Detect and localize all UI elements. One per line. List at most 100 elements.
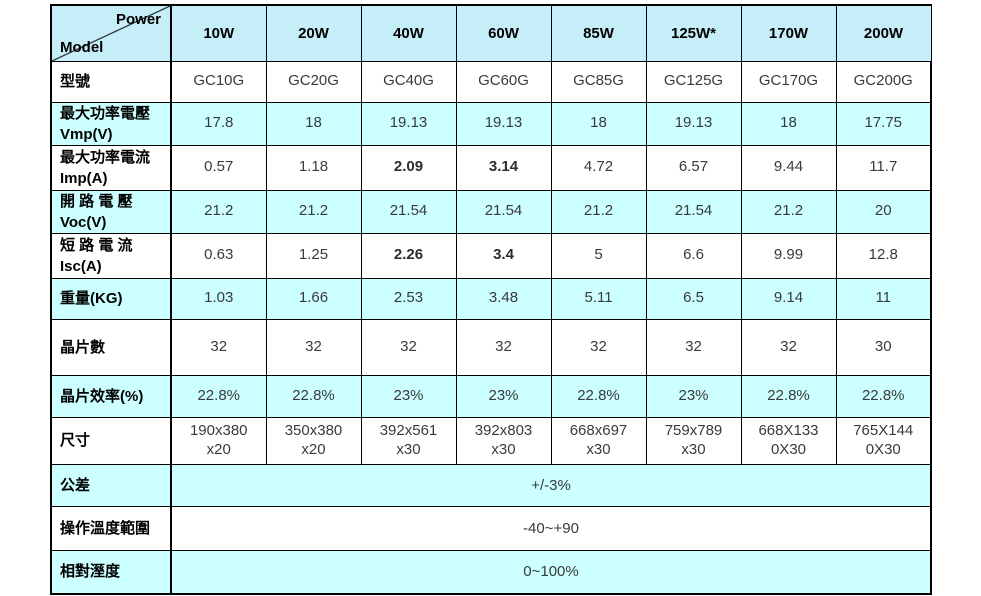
col-header-10w: 10W bbox=[170, 4, 267, 62]
row-cell-efficiency: 晶片效率(%) 22.8% 22.8% 23% 23% 22.8% 23% 22… bbox=[50, 374, 932, 418]
header-row: Power Model 10W 20W 40W 60W 85W 125W* 17… bbox=[50, 4, 932, 62]
spec-value: 12.8 bbox=[835, 232, 932, 279]
spec-value: 32 bbox=[170, 318, 267, 376]
row-tolerance: 公差 +/-3% bbox=[50, 463, 932, 507]
spec-value: 32 bbox=[645, 318, 742, 376]
spec-value: 1.03 bbox=[170, 277, 267, 320]
row-cell-count: 晶片數 32 32 32 32 32 32 32 30 bbox=[50, 318, 932, 376]
spec-value: 190x380 x20 bbox=[170, 416, 267, 465]
spec-value: 9.99 bbox=[740, 232, 837, 279]
col-header-200w: 200W bbox=[835, 4, 932, 62]
spec-value: 23% bbox=[455, 374, 552, 418]
spec-value: 3.14 bbox=[455, 144, 552, 191]
col-header-125w: 125W* bbox=[645, 4, 742, 62]
spec-value: 392x803 x30 bbox=[455, 416, 552, 465]
power-axis-label: Power bbox=[115, 11, 161, 28]
spec-value: 2.53 bbox=[360, 277, 457, 320]
row-relative-humidity: 相對溼度 0~100% bbox=[50, 549, 932, 595]
col-header-85w: 85W bbox=[550, 4, 647, 62]
spec-value: 1.18 bbox=[265, 144, 362, 191]
spec-value: GC40G bbox=[360, 60, 457, 103]
row-isc: 短 路 電 流 Isc(A) 0.63 1.25 2.26 3.4 5 6.6 … bbox=[50, 232, 932, 279]
spec-value: 21.2 bbox=[170, 189, 267, 234]
spec-value: 392x561 x30 bbox=[360, 416, 457, 465]
spec-value: 17.8 bbox=[170, 101, 267, 146]
spec-value: 17.75 bbox=[835, 101, 932, 146]
spec-value: 6.6 bbox=[645, 232, 742, 279]
spec-value: 18 bbox=[740, 101, 837, 146]
spec-value: 21.2 bbox=[265, 189, 362, 234]
spec-value: 668x697 x30 bbox=[550, 416, 647, 465]
row-vmp: 最大功率電壓 Vmp(V) 17.8 18 19.13 19.13 18 19.… bbox=[50, 101, 932, 146]
spec-value: 765X144 0X30 bbox=[835, 416, 932, 465]
spec-value: 9.44 bbox=[740, 144, 837, 191]
row-dimensions: 尺寸 190x380 x20 350x380 x20 392x561 x30 3… bbox=[50, 416, 932, 465]
spec-value: 11.7 bbox=[835, 144, 932, 191]
spec-value: 1.25 bbox=[265, 232, 362, 279]
spec-value: 3.48 bbox=[455, 277, 552, 320]
col-header-170w: 170W bbox=[740, 4, 837, 62]
row-label: 開 路 電 壓 Voc(V) bbox=[50, 189, 172, 234]
spec-value: 32 bbox=[265, 318, 362, 376]
spec-value: 22.8% bbox=[550, 374, 647, 418]
row-operating-temperature: 操作溫度範圍 -40~+90 bbox=[50, 505, 932, 551]
merged-value: 0~100% bbox=[170, 549, 932, 595]
spec-value: 5.11 bbox=[550, 277, 647, 320]
model-axis-label: Model bbox=[60, 38, 104, 56]
spec-value: 32 bbox=[740, 318, 837, 376]
row-label: 晶片數 bbox=[50, 318, 172, 376]
spec-value: 0.57 bbox=[170, 144, 267, 191]
row-label: 短 路 電 流 Isc(A) bbox=[50, 232, 172, 279]
spec-value: 22.8% bbox=[835, 374, 932, 418]
spec-value: 30 bbox=[835, 318, 932, 376]
spec-value: GC10G bbox=[170, 60, 267, 103]
spec-value: GC60G bbox=[455, 60, 552, 103]
col-header-60w: 60W bbox=[455, 4, 552, 62]
spec-value: 11 bbox=[835, 277, 932, 320]
spec-value: 4.72 bbox=[550, 144, 647, 191]
spec-value: 21.54 bbox=[360, 189, 457, 234]
row-label: 重量(KG) bbox=[50, 277, 172, 320]
spec-value: GC170G bbox=[740, 60, 837, 103]
spec-value: 19.13 bbox=[360, 101, 457, 146]
spec-table: Power Model 10W 20W 40W 60W 85W 125W* 17… bbox=[50, 4, 932, 595]
spec-value: 3.4 bbox=[455, 232, 552, 279]
spec-value: 32 bbox=[455, 318, 552, 376]
row-imp: 最大功率電流 Imp(A) 0.57 1.18 2.09 3.14 4.72 6… bbox=[50, 144, 932, 191]
spec-value: GC200G bbox=[835, 60, 932, 103]
spec-value: 350x380 x20 bbox=[265, 416, 362, 465]
spec-value: 21.54 bbox=[455, 189, 552, 234]
spec-value: GC85G bbox=[550, 60, 647, 103]
row-label: 型號 bbox=[50, 60, 172, 103]
spec-value: 21.2 bbox=[740, 189, 837, 234]
row-weight: 重量(KG) 1.03 1.66 2.53 3.48 5.11 6.5 9.14… bbox=[50, 277, 932, 320]
spec-value: 19.13 bbox=[455, 101, 552, 146]
spec-value: 20 bbox=[835, 189, 932, 234]
col-header-40w: 40W bbox=[360, 4, 457, 62]
spec-value: 19.13 bbox=[645, 101, 742, 146]
spec-value: 1.66 bbox=[265, 277, 362, 320]
spec-value: 32 bbox=[550, 318, 647, 376]
spec-value: 21.2 bbox=[550, 189, 647, 234]
spec-value: GC20G bbox=[265, 60, 362, 103]
spec-value: 32 bbox=[360, 318, 457, 376]
spec-value: 6.5 bbox=[645, 277, 742, 320]
spec-value: 6.57 bbox=[645, 144, 742, 191]
spec-value: 22.8% bbox=[170, 374, 267, 418]
spec-value: 759x789 x30 bbox=[645, 416, 742, 465]
spec-value: 22.8% bbox=[265, 374, 362, 418]
row-label: 最大功率電壓 Vmp(V) bbox=[50, 101, 172, 146]
row-voc: 開 路 電 壓 Voc(V) 21.2 21.2 21.54 21.54 21.… bbox=[50, 189, 932, 234]
spec-value: 2.26 bbox=[360, 232, 457, 279]
spec-value: 18 bbox=[550, 101, 647, 146]
row-label: 公差 bbox=[50, 463, 172, 507]
spec-value: 18 bbox=[265, 101, 362, 146]
spec-value: 22.8% bbox=[740, 374, 837, 418]
row-label: 操作溫度範圍 bbox=[50, 505, 172, 551]
merged-value: +/-3% bbox=[170, 463, 932, 507]
spec-value: 23% bbox=[360, 374, 457, 418]
spec-value: 2.09 bbox=[360, 144, 457, 191]
spec-value: 0.63 bbox=[170, 232, 267, 279]
row-label: 尺寸 bbox=[50, 416, 172, 465]
spec-value: 9.14 bbox=[740, 277, 837, 320]
